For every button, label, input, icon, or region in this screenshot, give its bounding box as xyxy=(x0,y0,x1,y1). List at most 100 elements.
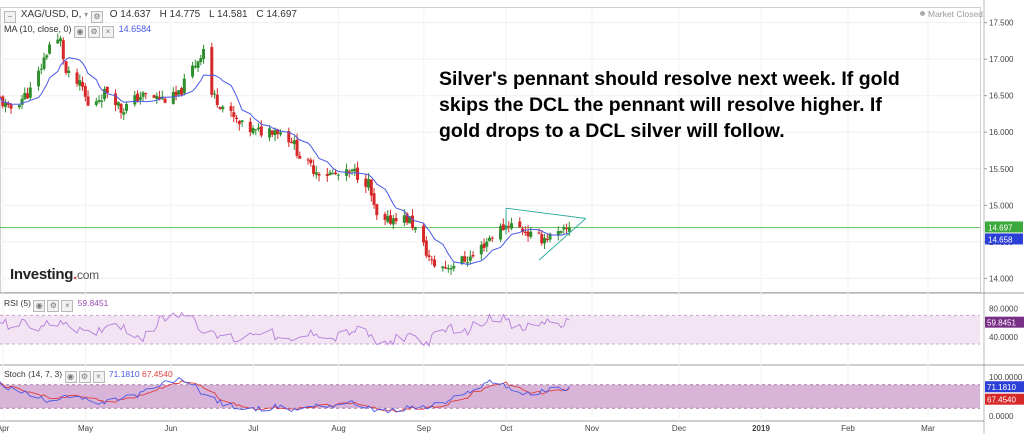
candle-body xyxy=(383,214,387,220)
candle-body xyxy=(67,70,71,73)
candle-body xyxy=(540,234,544,244)
time-tick-label: Sep xyxy=(417,424,432,433)
candle-body xyxy=(20,98,24,105)
settings-icon[interactable]: ⚙ xyxy=(90,11,103,23)
candle-body xyxy=(446,267,450,269)
ma-line xyxy=(0,57,570,265)
stoch-k-badge xyxy=(985,381,1024,393)
candle-body xyxy=(180,88,184,95)
candle-body xyxy=(81,82,85,87)
candle-body xyxy=(235,117,239,120)
stoch-close-icon[interactable]: × xyxy=(92,371,105,383)
rsi-legend: RSI (5) ◉ ⚙ × 59.8451 xyxy=(4,298,108,312)
candle-body xyxy=(290,141,294,144)
ma-visibility-icon[interactable]: ◉ xyxy=(74,26,87,38)
ma-close-icon[interactable]: × xyxy=(102,26,115,38)
candle-body xyxy=(105,86,109,93)
price-tick-label: 17.500 xyxy=(989,19,1014,28)
stoch-legend: Stoch (14, 7, 3) ◉ ⚙ × 71.1810 67.4540 xyxy=(4,369,173,383)
candle-body xyxy=(394,218,398,222)
candle-body xyxy=(482,243,486,249)
candle-body xyxy=(218,106,222,109)
rsi-value: 59.8451 xyxy=(77,298,109,308)
status-dot-icon xyxy=(920,11,925,16)
candle-body xyxy=(287,131,291,143)
stoch-visibility-icon[interactable]: ◉ xyxy=(64,371,77,383)
candle-body xyxy=(427,255,431,258)
candle-body xyxy=(479,244,483,255)
symbol-legend: − XAG/USD, D, ▾ ⚙ O 14.637 H 14.775 L 14… xyxy=(4,9,297,23)
stoch-d-value: 67.4540 xyxy=(141,369,173,379)
candle-body xyxy=(158,96,162,100)
rsi-settings-icon[interactable]: ⚙ xyxy=(47,300,60,312)
candle-body xyxy=(452,265,456,269)
candle-body xyxy=(94,101,98,105)
candle-body xyxy=(138,97,142,100)
candle-body xyxy=(215,94,219,106)
candle-body xyxy=(430,259,434,261)
candle-body xyxy=(229,106,233,111)
candle-body xyxy=(325,174,329,176)
candle-body xyxy=(507,226,511,228)
candle-body xyxy=(6,103,10,106)
candle-body xyxy=(136,93,140,102)
collapse-icon[interactable]: − xyxy=(4,11,16,23)
candle-body xyxy=(144,93,148,95)
candle-body xyxy=(433,259,437,267)
candle-body xyxy=(100,100,104,102)
annotation-text: Silver's pennant should resolve next wee… xyxy=(439,68,900,142)
candle-body xyxy=(23,92,27,100)
candle-body xyxy=(485,241,489,247)
candle-body xyxy=(83,86,87,97)
candle-body xyxy=(510,223,514,229)
candle-body xyxy=(422,225,426,243)
candle-body xyxy=(466,262,470,264)
candle-body xyxy=(174,91,178,96)
candle-body xyxy=(125,103,129,111)
ma-badge xyxy=(985,233,1023,245)
candle-body xyxy=(559,230,563,233)
candle-body xyxy=(548,233,552,240)
candle-body xyxy=(163,98,167,103)
rsi-label: RSI (5) xyxy=(4,298,31,308)
candle-body xyxy=(402,215,406,223)
candle-body xyxy=(389,215,393,224)
market-status-label: Market Closed xyxy=(928,9,983,19)
rsi-band xyxy=(0,315,980,344)
candle-body xyxy=(86,96,90,106)
time-tick-label: 2019 xyxy=(752,424,770,433)
candle-body xyxy=(193,65,197,68)
candle-body xyxy=(182,78,186,94)
pennant-upper-trendline xyxy=(505,207,586,219)
candle-body xyxy=(413,227,417,230)
stoch-settings-icon[interactable]: ⚙ xyxy=(78,371,91,383)
dropdown-chevron-icon[interactable]: ▾ xyxy=(84,10,89,19)
candle-body xyxy=(567,227,571,232)
ma-legend: MA (10, close, 0) ◉ ⚙ × 14.6584 xyxy=(4,24,151,38)
rsi-close-icon[interactable]: × xyxy=(61,300,74,312)
time-tick-label: Nov xyxy=(585,424,599,433)
candle-body xyxy=(369,179,373,196)
candle-body xyxy=(367,179,371,188)
candle-body xyxy=(75,72,79,84)
time-tick-label: Jul xyxy=(248,424,258,433)
candle-body xyxy=(141,92,145,97)
candle-body xyxy=(26,93,30,99)
ma-settings-icon[interactable]: ⚙ xyxy=(88,26,101,38)
rsi-badge xyxy=(985,316,1024,328)
candle-body xyxy=(37,70,41,87)
rsi-visibility-icon[interactable]: ◉ xyxy=(33,300,46,312)
candle-body xyxy=(353,168,357,172)
candle-body xyxy=(391,218,395,225)
candle-body xyxy=(133,95,137,105)
candle-body xyxy=(259,126,263,136)
candle-body xyxy=(213,93,217,95)
candle-body xyxy=(488,237,492,241)
candle-body xyxy=(490,237,494,239)
candle-body xyxy=(449,268,453,270)
candle-body xyxy=(42,57,46,69)
time-tick-label: Oct xyxy=(500,424,513,433)
candle-body xyxy=(298,155,302,159)
candle-body xyxy=(17,105,21,108)
close-value: C 14.697 xyxy=(256,9,297,20)
